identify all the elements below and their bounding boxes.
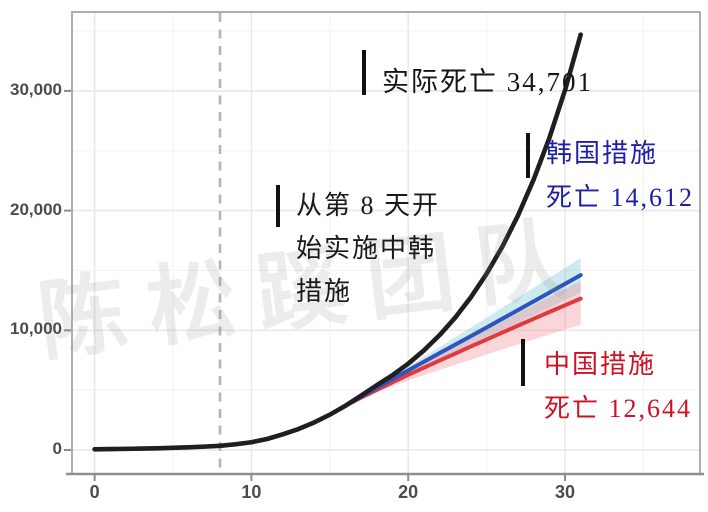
actual-deaths-label: 实际死亡 34,701	[382, 67, 593, 97]
x-axis-tick-label: 0	[89, 482, 100, 502]
x-axis-tick-label: 30	[554, 482, 576, 502]
korea-measures-line1: 韩国措施	[546, 139, 659, 168]
confidence-band	[361, 281, 581, 398]
china-label-tick-bar	[521, 339, 525, 386]
china-measures-label: 中国措施 死亡 12,644	[544, 343, 692, 431]
intervention-note-line2: 始实施中韩	[296, 234, 437, 263]
y-axis-tick-label: 10,000	[10, 319, 62, 339]
x-axis-tick-label: 10	[241, 482, 262, 502]
korea-measures-label: 韩国措施 死亡 14,612	[546, 132, 694, 220]
intervention-note-line1: 从第 8 天开	[296, 191, 441, 220]
china-measures-line1: 中国措施	[544, 350, 657, 379]
confidence-band	[361, 257, 581, 397]
measures-note-tick-bar	[276, 185, 280, 227]
y-axis-tick-label: 0	[52, 439, 62, 458]
intervention-note-label: 从第 8 天开 始实施中韩 措施	[296, 184, 440, 313]
china-measures-line2: 死亡 12,644	[544, 394, 693, 423]
intervention-note-line3: 措施	[296, 277, 353, 306]
series-line-0	[92, 32, 583, 452]
actual-label-tick-bar	[362, 50, 366, 95]
y-axis-tick-label: 20,000	[10, 199, 62, 219]
y-axis-tick-label: 30,000	[10, 79, 62, 99]
x-axis-tick-label: 20	[398, 482, 419, 502]
korea-measures-line2: 死亡 14,612	[546, 183, 695, 212]
korea-label-tick-bar	[526, 133, 530, 178]
